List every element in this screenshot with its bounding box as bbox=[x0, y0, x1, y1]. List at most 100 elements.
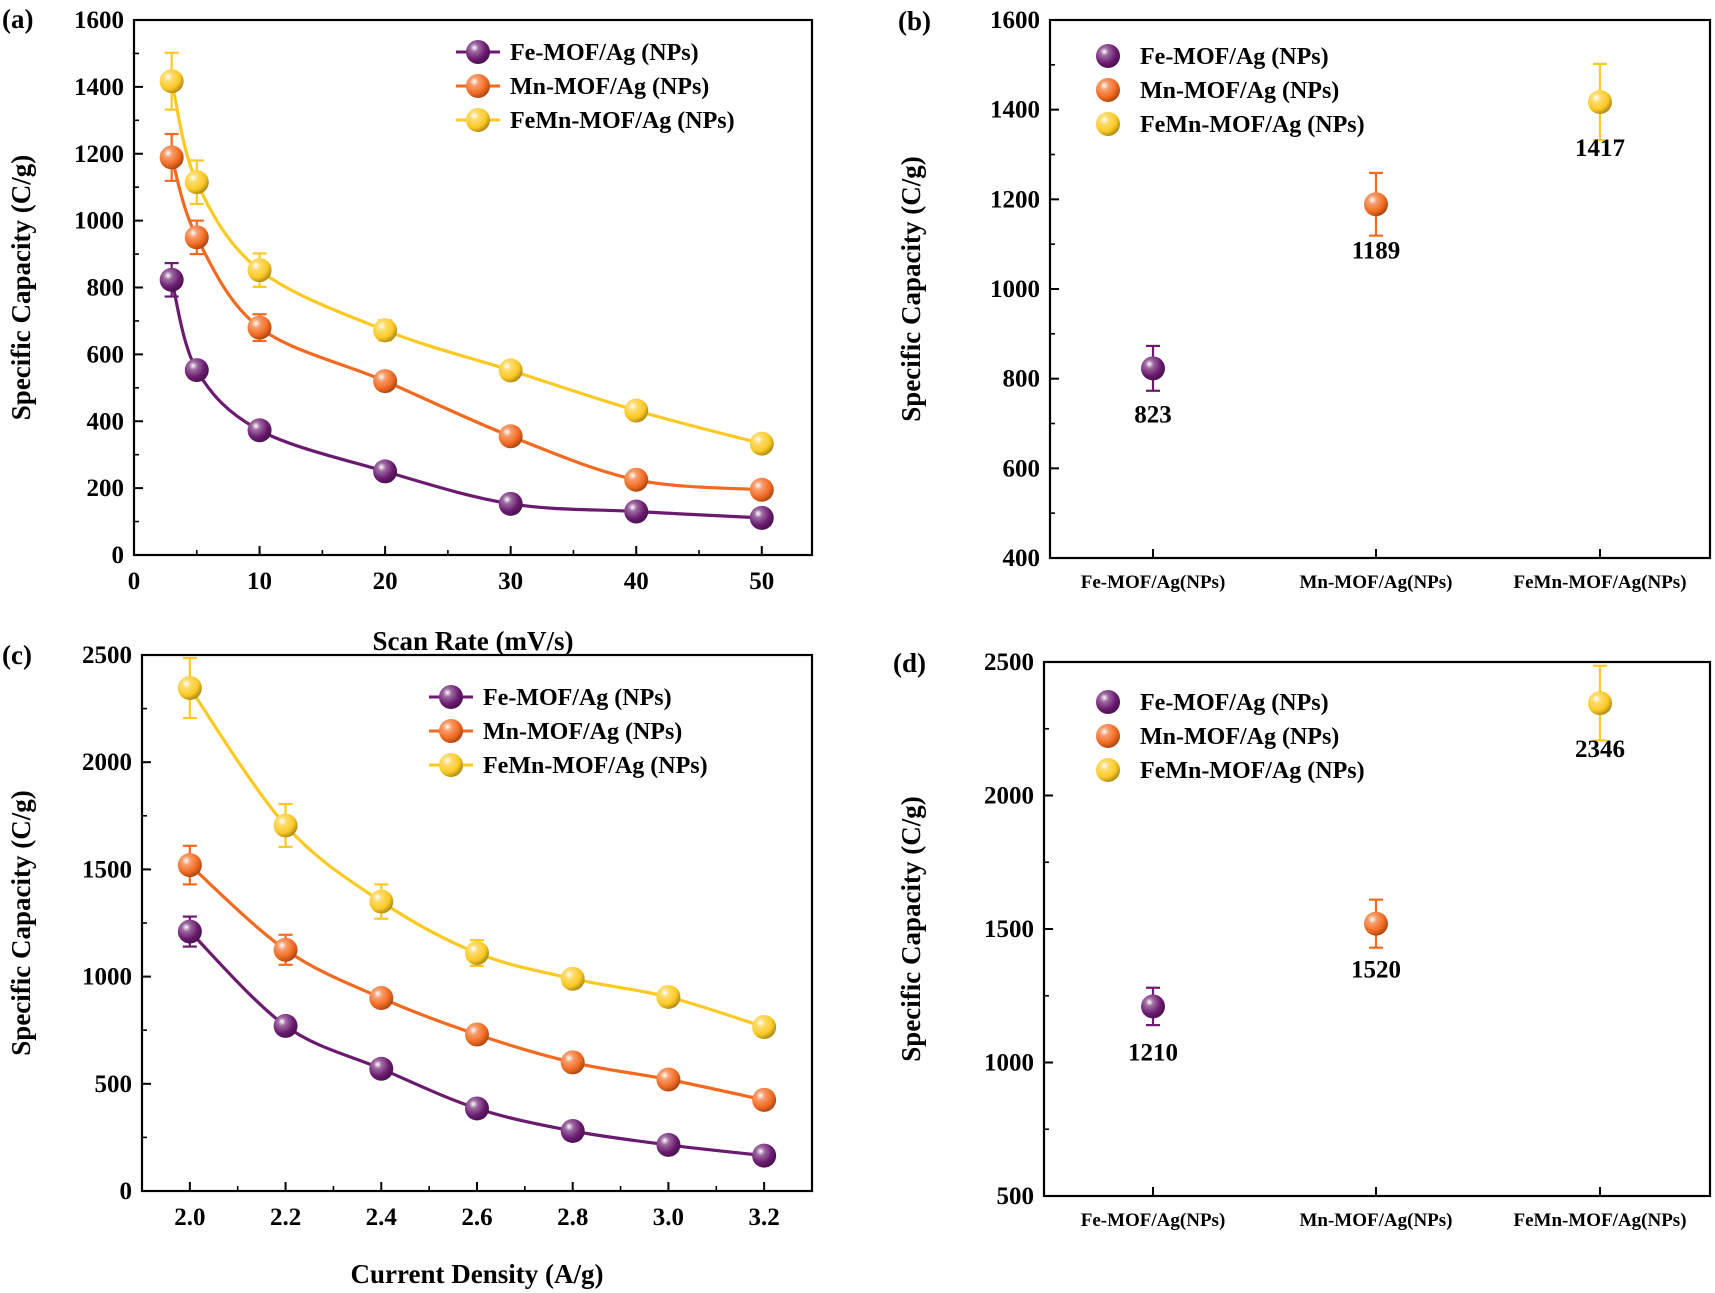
panel-a-data-point-FeMn bbox=[624, 398, 649, 423]
panel-c-x-tick-label: 2.6 bbox=[461, 1204, 492, 1231]
panel-b-y-tick-label: 400 bbox=[1003, 545, 1041, 572]
panel-d-legend-label-Fe: Fe-MOF/Ag (NPs) bbox=[1140, 690, 1329, 716]
panel-c-data-point-FeMn bbox=[369, 889, 394, 914]
panel-b-y-tick-label: 1400 bbox=[990, 97, 1040, 124]
panel-c-x-axis-title: Current Density (A/g) bbox=[351, 1259, 604, 1289]
panel-d-data-label-Fe: 1210 bbox=[1128, 1039, 1178, 1066]
panel-a-series-FeMn bbox=[159, 51, 774, 456]
panel-c-legend-label-Mn: Mn-MOF/Ag (NPs) bbox=[483, 719, 682, 745]
panel-c-x-tick-label: 3.2 bbox=[749, 1204, 780, 1231]
panel-b-y-tick-label: 1200 bbox=[990, 186, 1040, 213]
panel-b-y-tick-label: 600 bbox=[1003, 455, 1041, 482]
panel-a-data-point-FeMn bbox=[373, 318, 398, 343]
panel-a-legend-label-Fe: Fe-MOF/Ag (NPs) bbox=[510, 40, 699, 66]
panel-c-legend-label-FeMn: FeMn-MOF/Ag (NPs) bbox=[483, 753, 708, 779]
panel-c-legend-marker-Mn bbox=[439, 719, 463, 743]
panel-a-y-tick-label: 400 bbox=[87, 408, 125, 435]
panel-a-data-point-Fe bbox=[749, 505, 774, 530]
panel-c-x-tick-label: 3.0 bbox=[653, 1204, 684, 1231]
panel-c-data-point-FeMn bbox=[465, 941, 489, 966]
panel-a-data-point-Fe bbox=[247, 418, 272, 443]
panel-a-plot-frame bbox=[132, 18, 814, 557]
panel-a-y-axis-title: Specific Capacity (C/g) bbox=[6, 155, 36, 420]
panel-a-x-tick-label: 10 bbox=[247, 568, 272, 595]
panel-c-y-axis-title: Specific Capacity (C/g) bbox=[6, 790, 36, 1055]
panel-b-data-point-FeMn bbox=[1588, 90, 1612, 115]
panel-a-data-point-Fe bbox=[184, 358, 209, 383]
panel-c-legend-label-Fe: Fe-MOF/Ag (NPs) bbox=[483, 685, 672, 711]
panel-b-data-label-Mn: 1189 bbox=[1352, 237, 1401, 264]
panel-c-y-tick-label: 2000 bbox=[82, 749, 132, 776]
panel-c-data-point-Fe bbox=[656, 1132, 681, 1157]
panel-d-legend-marker-FeMn bbox=[1096, 758, 1120, 782]
panel-d-legend-label-FeMn: FeMn-MOF/Ag (NPs) bbox=[1140, 758, 1365, 784]
panel-c-data-point-Fe bbox=[465, 1096, 489, 1121]
panel-c-x-tick-label: 2.0 bbox=[174, 1204, 205, 1231]
panel-b-category-label: Fe-MOF/Ag(NPs) bbox=[1081, 572, 1226, 593]
panel-b: (b) 400 600 800 1000 1200 1400 1600 Specific Cap… bbox=[896, 6, 1712, 593]
panel-c-data-point-Fe bbox=[273, 1013, 298, 1038]
panel-b-y-tick-label: 800 bbox=[1003, 366, 1041, 393]
panel-b-legend-label-FeMn: FeMn-MOF/Ag (NPs) bbox=[1140, 112, 1365, 138]
panel-a-y-tick-label: 600 bbox=[87, 341, 125, 368]
panel-a-data-point-FeMn bbox=[749, 431, 774, 456]
panel-a-data-point-FeMn bbox=[247, 258, 272, 283]
panel-a-x-tick-label: 50 bbox=[749, 568, 774, 595]
panel-c-data-point-Fe bbox=[560, 1118, 585, 1143]
panel-c-tag: (c) bbox=[2, 640, 32, 670]
panel-c: (c) 0 500 1000 1500 2000 2500 2.0 2.2 2.4 2.6 2.8 3.… bbox=[2, 640, 814, 1289]
panel-c-series-line-Mn bbox=[188, 863, 765, 1102]
panel-a-data-point-Mn bbox=[749, 477, 774, 502]
panel-d-data-label-Mn: 1520 bbox=[1351, 957, 1401, 984]
panel-d-legend-label-Mn: Mn-MOF/Ag (NPs) bbox=[1140, 724, 1339, 750]
panel-c-data-point-FeMn bbox=[752, 1014, 777, 1039]
panel-a-data-point-FeMn bbox=[498, 358, 523, 383]
panel-c-legend-marker-Fe bbox=[439, 685, 463, 709]
panel-c-y-tick-label: 0 bbox=[120, 1178, 133, 1205]
panel-a-y-tick-label: 1400 bbox=[74, 74, 124, 101]
panel-a-data-point-Mn bbox=[498, 424, 523, 449]
panel-a-data-point-Mn bbox=[184, 225, 209, 250]
panel-a-data-point-FeMn bbox=[159, 69, 184, 94]
panel-c-x-tick-label: 2.2 bbox=[270, 1204, 301, 1231]
panel-a-data-point-FeMn bbox=[184, 170, 209, 195]
panel-b-category-label: Mn-MOF/Ag(NPs) bbox=[1299, 572, 1452, 593]
panel-a-y-tick-label: 1200 bbox=[74, 141, 124, 168]
panel-a-data-point-Mn bbox=[624, 467, 649, 492]
panel-c-data-point-Mn bbox=[656, 1067, 681, 1092]
panel-a-data-point-Mn bbox=[247, 315, 272, 340]
panel-b-y-axis-title: Specific Capacity (C/g) bbox=[896, 156, 926, 421]
panel-a-y-tick-label: 800 bbox=[87, 275, 125, 302]
panel-c-data-point-Mn bbox=[177, 853, 202, 878]
panel-a-data-point-Fe bbox=[498, 491, 523, 516]
panel-a-tag: (a) bbox=[2, 4, 33, 34]
panel-a-x-tick-label: 0 bbox=[128, 568, 141, 595]
panel-d-y-tick-label: 1000 bbox=[984, 1050, 1034, 1077]
panel-b-data-label-FeMn: 1417 bbox=[1575, 135, 1625, 162]
panel-c-series-FeMn bbox=[177, 656, 777, 1039]
panel-d-legend-marker-Fe bbox=[1096, 690, 1120, 714]
panel-c-data-point-FeMn bbox=[656, 984, 681, 1009]
panel-c-data-point-Fe bbox=[177, 919, 202, 944]
panel-c-y-tick-label: 1000 bbox=[82, 964, 132, 991]
panel-d-data-label-FeMn: 2346 bbox=[1575, 736, 1625, 763]
panel-d: (d) 500 1000 1500 2000 2500 Specific Capacity … bbox=[893, 648, 1712, 1231]
panel-b-data-point-Mn bbox=[1364, 192, 1388, 217]
panel-b-data-label-Fe: 823 bbox=[1134, 401, 1172, 428]
panel-d-category-label: Fe-MOF/Ag(NPs) bbox=[1081, 1210, 1226, 1231]
panel-c-y-tick-label: 1500 bbox=[82, 856, 132, 883]
panel-a: (a) 0 200 400 600 800 1000 1200 1400 1600 0 10 20 30 4… bbox=[2, 4, 814, 656]
panel-c-data-point-Fe bbox=[752, 1143, 777, 1168]
panel-c-data-point-Mn bbox=[560, 1050, 585, 1075]
panel-d-category-label: Mn-MOF/Ag(NPs) bbox=[1299, 1210, 1452, 1231]
panel-b-legend-label-Mn: Mn-MOF/Ag (NPs) bbox=[1140, 78, 1339, 104]
panel-b-data-point-Fe bbox=[1141, 356, 1165, 381]
panel-d-y-tick-label: 2000 bbox=[984, 783, 1034, 810]
panel-a-y-tick-label: 0 bbox=[112, 542, 125, 569]
panel-d-y-tick-label: 500 bbox=[997, 1183, 1035, 1210]
panel-c-data-point-FeMn bbox=[177, 676, 202, 701]
panel-d-category-label: FeMn-MOF/Ag(NPs) bbox=[1513, 1210, 1686, 1231]
panel-c-x-tick-label: 2.8 bbox=[557, 1204, 588, 1231]
panel-a-data-point-Mn bbox=[159, 145, 184, 170]
